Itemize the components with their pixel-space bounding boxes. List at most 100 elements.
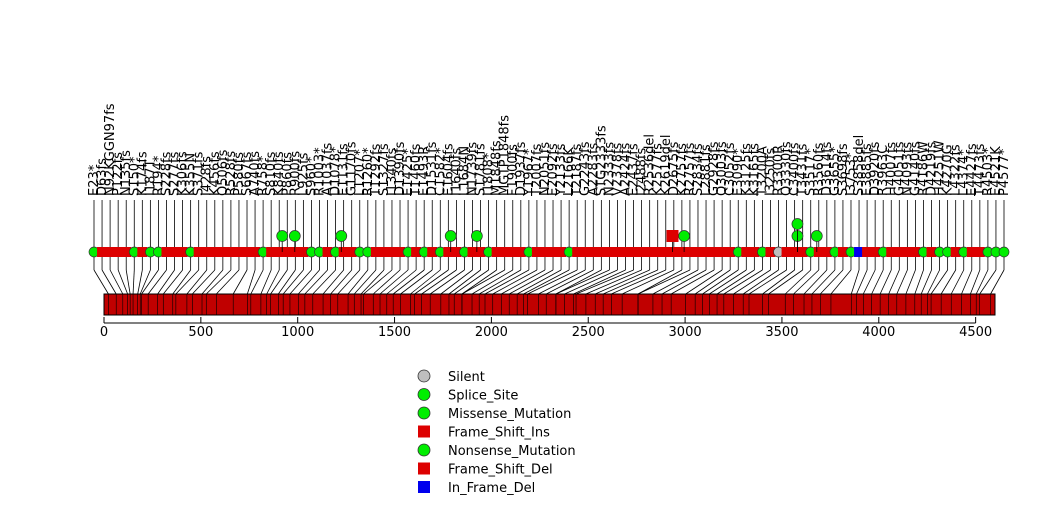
marker-square (604, 247, 615, 257)
mutation-label: L4322fs (949, 144, 964, 196)
mutation-label: K4270G (941, 144, 956, 196)
legend-label: Missense_Mutation (448, 407, 571, 422)
legend-label: Nonsense_Mutation (448, 444, 576, 459)
marker-square (725, 247, 736, 257)
marker-square (910, 247, 921, 257)
marker-square (620, 247, 631, 257)
mutation-label: D1937fs (514, 141, 529, 196)
connector (492, 269, 538, 295)
marker-square (886, 247, 897, 257)
mutation-label: R194* (151, 155, 166, 196)
connector (602, 269, 658, 295)
mutation-label: G4140fs (908, 141, 923, 196)
legend-swatch-circle (417, 388, 431, 401)
stacked-marker-circle (276, 230, 289, 242)
x-tick-label: 2500 (572, 325, 605, 340)
marker-square (338, 247, 349, 257)
connector (440, 269, 473, 295)
connector (896, 269, 908, 295)
connector (260, 269, 272, 295)
marker-square (813, 247, 824, 257)
connector (192, 269, 216, 295)
connector (538, 269, 586, 295)
marker-square (539, 247, 550, 257)
legend-label: Silent (448, 370, 485, 385)
connector (762, 269, 795, 295)
stacked-marker-circle (335, 230, 348, 242)
connector (784, 269, 811, 295)
stacked-markers (276, 218, 823, 252)
mutation-label: M1848fs (490, 140, 505, 196)
baseline-markers (88, 246, 1010, 258)
mutation-label: I428fs (200, 156, 215, 196)
connector (768, 269, 803, 295)
marker-square (169, 247, 180, 257)
connector (216, 269, 240, 295)
mutation-label: D4219fs (925, 141, 940, 196)
connector (930, 269, 948, 295)
marker-square (588, 247, 599, 257)
connector (297, 269, 320, 295)
connector (575, 269, 634, 295)
marker-square (121, 247, 132, 257)
marker-square (749, 247, 760, 257)
legend-swatch-square (418, 481, 430, 493)
marker-square (225, 247, 236, 257)
mutation-label: T1460fs (409, 143, 424, 197)
connector (975, 269, 989, 295)
mutation-label: MGTP1848fs (498, 115, 513, 196)
mutation-label: S150* (127, 156, 142, 196)
connector (147, 269, 167, 295)
mutation-label: K840fs (272, 151, 287, 196)
mutation-label: T1292fs (369, 143, 384, 197)
protein-bar (103, 293, 996, 316)
mutation-label: E4521K (989, 146, 1004, 196)
marker-square (644, 247, 655, 257)
marker-square (974, 247, 985, 257)
mutation-label: D1531fs (425, 141, 440, 196)
mutation-label: T4473fs (973, 143, 988, 197)
connector (162, 269, 183, 295)
connector (850, 269, 860, 295)
connector (186, 269, 208, 295)
marker-square (765, 247, 776, 257)
mutation-labels: E23*D63fsN92KGGN97fsP122fsN135fsS150*K17… (87, 103, 1012, 197)
connector (109, 269, 124, 295)
connector (448, 269, 481, 295)
marker-square (837, 247, 848, 257)
marker-square (741, 247, 752, 257)
marker-square (298, 247, 309, 257)
connector (871, 269, 884, 295)
connector (137, 269, 143, 295)
connector (723, 269, 763, 295)
marker-square (378, 247, 389, 257)
connector (564, 269, 618, 295)
stacked-marker-circle (444, 230, 457, 242)
mutation-label: S228fs (159, 151, 174, 196)
connector (670, 269, 715, 295)
marker-square (660, 247, 671, 257)
connector (879, 269, 892, 295)
marker-square (346, 247, 357, 257)
connector (175, 269, 199, 295)
mutation-label: C3052fs (723, 142, 738, 196)
connector (961, 269, 973, 295)
protein-track (103, 293, 996, 316)
connector (322, 269, 344, 295)
connector (950, 269, 965, 295)
mutation-label: H4251W (933, 140, 948, 196)
marker-square (274, 247, 285, 257)
marker-square (797, 247, 808, 257)
connector (93, 269, 109, 295)
mutation-label: S960* (304, 156, 319, 196)
mutation-label: C3400fs (788, 142, 803, 196)
connector (920, 269, 932, 295)
mutation-label: K2619del (659, 135, 674, 196)
mutation-label: E1131fs (337, 143, 352, 196)
marker-square (684, 247, 695, 257)
connector (461, 269, 497, 295)
connector (527, 269, 578, 295)
mutation-label: H4007fs (884, 142, 899, 196)
marker-square (233, 247, 244, 257)
mutation-label: E4427fs (965, 143, 980, 196)
